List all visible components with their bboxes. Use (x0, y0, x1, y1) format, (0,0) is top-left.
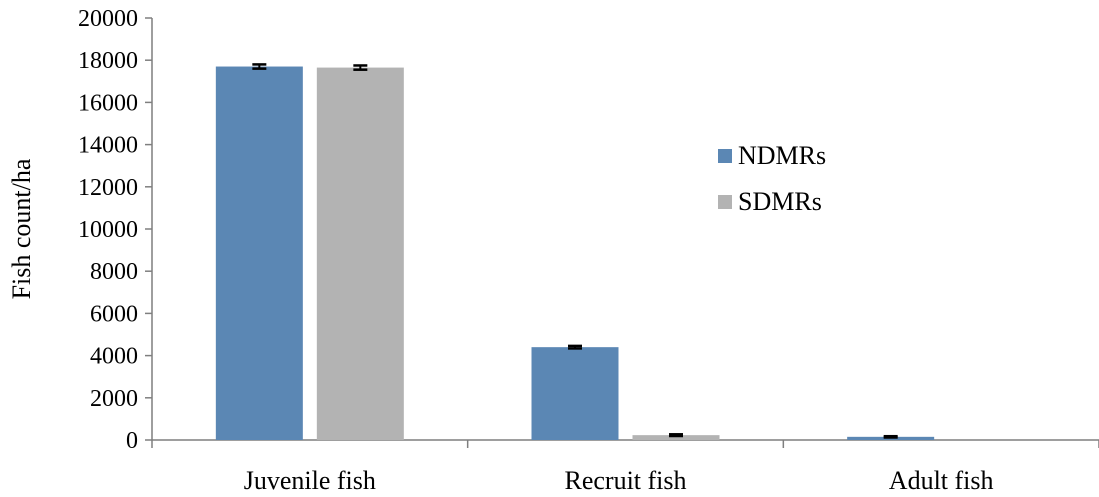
error-bars (252, 63, 898, 439)
y-tick-label: 14000 (78, 133, 138, 159)
bar (531, 347, 619, 440)
x-tick-label: Adult fish (889, 466, 994, 495)
y-tick-label: 8000 (90, 259, 138, 285)
y-tick-label: 10000 (78, 217, 138, 243)
y-tick-label: 6000 (90, 301, 138, 327)
x-tick-label: Juvenile fish (244, 466, 376, 495)
legend: NDMRs SDMRs (718, 141, 826, 216)
y-tick-label: 0 (126, 428, 138, 454)
axes (145, 17, 1099, 448)
legend-label: NDMRs (738, 141, 826, 170)
bar (215, 66, 303, 440)
y-tick-label: 16000 (78, 90, 138, 116)
x-tick-label: Recruit fish (564, 466, 686, 495)
y-tick-label: 12000 (78, 175, 138, 201)
y-tick-label: 4000 (90, 344, 138, 370)
bars (215, 66, 935, 441)
legend-swatch (718, 149, 732, 163)
y-tick-label: 20000 (78, 6, 138, 32)
y-tick-label: 2000 (90, 386, 138, 412)
legend-swatch (718, 195, 732, 209)
legend-label: SDMRs (738, 187, 822, 216)
bar (316, 67, 404, 441)
bar (632, 435, 720, 440)
tick-labels: 0 2000 4000 6000 8000 10000 12000 14000 16000 180… (78, 6, 994, 495)
y-tick-label: 18000 (78, 48, 138, 74)
y-axis-title: Fish count/ha (7, 158, 36, 299)
